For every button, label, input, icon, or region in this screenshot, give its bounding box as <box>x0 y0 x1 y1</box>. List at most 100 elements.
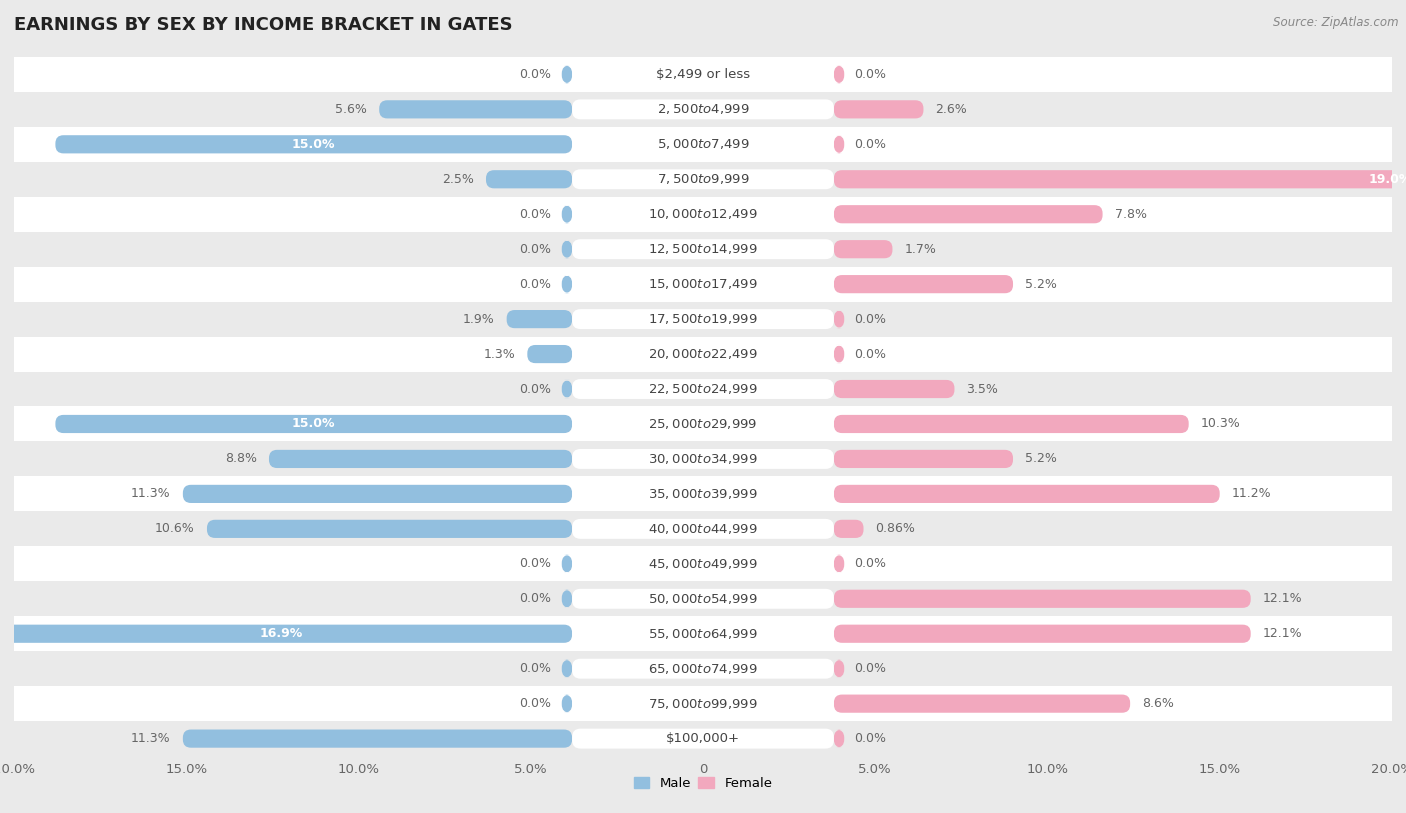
FancyBboxPatch shape <box>14 546 1392 581</box>
Text: 0.0%: 0.0% <box>519 663 551 675</box>
Text: 0.0%: 0.0% <box>519 278 551 290</box>
FancyBboxPatch shape <box>834 694 1130 713</box>
Text: 0.0%: 0.0% <box>519 243 551 255</box>
Text: 0.0%: 0.0% <box>519 208 551 220</box>
FancyBboxPatch shape <box>14 441 1392 476</box>
FancyBboxPatch shape <box>572 624 834 644</box>
Text: 2.5%: 2.5% <box>441 173 474 185</box>
FancyBboxPatch shape <box>572 64 834 85</box>
FancyBboxPatch shape <box>562 205 572 224</box>
Text: $40,000 to $44,999: $40,000 to $44,999 <box>648 522 758 536</box>
FancyBboxPatch shape <box>572 344 834 364</box>
FancyBboxPatch shape <box>834 345 844 363</box>
Text: 15.0%: 15.0% <box>292 418 336 430</box>
FancyBboxPatch shape <box>572 659 834 679</box>
FancyBboxPatch shape <box>572 554 834 574</box>
FancyBboxPatch shape <box>14 337 1392 372</box>
FancyBboxPatch shape <box>572 589 834 609</box>
Text: 0.0%: 0.0% <box>855 348 887 360</box>
Text: Source: ZipAtlas.com: Source: ZipAtlas.com <box>1274 16 1399 29</box>
FancyBboxPatch shape <box>834 135 844 154</box>
Text: 8.6%: 8.6% <box>1142 698 1174 710</box>
Text: 10.3%: 10.3% <box>1201 418 1240 430</box>
Text: $2,499 or less: $2,499 or less <box>657 68 749 80</box>
FancyBboxPatch shape <box>14 406 1392 441</box>
FancyBboxPatch shape <box>572 519 834 539</box>
FancyBboxPatch shape <box>527 345 572 363</box>
Text: 0.0%: 0.0% <box>519 558 551 570</box>
Text: 0.0%: 0.0% <box>855 663 887 675</box>
Text: 11.3%: 11.3% <box>131 488 170 500</box>
Text: $75,000 to $99,999: $75,000 to $99,999 <box>648 697 758 711</box>
Text: 16.9%: 16.9% <box>259 628 302 640</box>
FancyBboxPatch shape <box>506 310 572 328</box>
FancyBboxPatch shape <box>572 169 834 189</box>
FancyBboxPatch shape <box>572 379 834 399</box>
FancyBboxPatch shape <box>562 240 572 259</box>
Text: 0.0%: 0.0% <box>855 558 887 570</box>
FancyBboxPatch shape <box>486 170 572 189</box>
FancyBboxPatch shape <box>55 415 572 433</box>
FancyBboxPatch shape <box>562 380 572 398</box>
Text: $20,000 to $22,499: $20,000 to $22,499 <box>648 347 758 361</box>
FancyBboxPatch shape <box>572 728 834 749</box>
FancyBboxPatch shape <box>207 520 572 538</box>
FancyBboxPatch shape <box>834 415 1188 433</box>
Text: 15.0%: 15.0% <box>292 138 336 150</box>
FancyBboxPatch shape <box>0 624 572 643</box>
FancyBboxPatch shape <box>834 310 844 328</box>
FancyBboxPatch shape <box>14 302 1392 337</box>
FancyBboxPatch shape <box>562 554 572 573</box>
FancyBboxPatch shape <box>562 694 572 713</box>
FancyBboxPatch shape <box>14 57 1392 92</box>
Text: $100,000+: $100,000+ <box>666 733 740 745</box>
Text: $5,000 to $7,499: $5,000 to $7,499 <box>657 137 749 151</box>
Text: 0.0%: 0.0% <box>855 138 887 150</box>
Text: $15,000 to $17,499: $15,000 to $17,499 <box>648 277 758 291</box>
FancyBboxPatch shape <box>14 721 1392 756</box>
FancyBboxPatch shape <box>14 686 1392 721</box>
FancyBboxPatch shape <box>14 162 1392 197</box>
Text: 5.6%: 5.6% <box>335 103 367 115</box>
FancyBboxPatch shape <box>572 99 834 120</box>
Text: 7.8%: 7.8% <box>1115 208 1147 220</box>
FancyBboxPatch shape <box>14 581 1392 616</box>
FancyBboxPatch shape <box>834 729 844 748</box>
FancyBboxPatch shape <box>834 380 955 398</box>
Text: $25,000 to $29,999: $25,000 to $29,999 <box>648 417 758 431</box>
Text: $10,000 to $12,499: $10,000 to $12,499 <box>648 207 758 221</box>
FancyBboxPatch shape <box>14 267 1392 302</box>
Text: 12.1%: 12.1% <box>1263 593 1302 605</box>
FancyBboxPatch shape <box>14 511 1392 546</box>
FancyBboxPatch shape <box>834 65 844 84</box>
Text: 0.0%: 0.0% <box>519 698 551 710</box>
FancyBboxPatch shape <box>562 65 572 84</box>
Text: 1.9%: 1.9% <box>463 313 495 325</box>
FancyBboxPatch shape <box>572 484 834 504</box>
FancyBboxPatch shape <box>834 275 1012 293</box>
Text: 3.5%: 3.5% <box>966 383 998 395</box>
Text: $65,000 to $74,999: $65,000 to $74,999 <box>648 662 758 676</box>
FancyBboxPatch shape <box>380 100 572 119</box>
Text: 8.8%: 8.8% <box>225 453 257 465</box>
Text: $12,500 to $14,999: $12,500 to $14,999 <box>648 242 758 256</box>
Text: 12.1%: 12.1% <box>1263 628 1302 640</box>
Text: $50,000 to $54,999: $50,000 to $54,999 <box>648 592 758 606</box>
Text: 10.6%: 10.6% <box>155 523 195 535</box>
Text: $7,500 to $9,999: $7,500 to $9,999 <box>657 172 749 186</box>
FancyBboxPatch shape <box>14 197 1392 232</box>
Text: $55,000 to $64,999: $55,000 to $64,999 <box>648 627 758 641</box>
FancyBboxPatch shape <box>14 92 1392 127</box>
FancyBboxPatch shape <box>572 239 834 259</box>
FancyBboxPatch shape <box>14 651 1392 686</box>
FancyBboxPatch shape <box>834 170 1406 189</box>
Text: 11.2%: 11.2% <box>1232 488 1271 500</box>
Text: 0.0%: 0.0% <box>855 733 887 745</box>
FancyBboxPatch shape <box>572 693 834 714</box>
Text: 0.0%: 0.0% <box>519 383 551 395</box>
FancyBboxPatch shape <box>562 659 572 678</box>
FancyBboxPatch shape <box>834 659 844 678</box>
FancyBboxPatch shape <box>55 135 572 154</box>
Text: 5.2%: 5.2% <box>1025 278 1057 290</box>
FancyBboxPatch shape <box>183 729 572 748</box>
